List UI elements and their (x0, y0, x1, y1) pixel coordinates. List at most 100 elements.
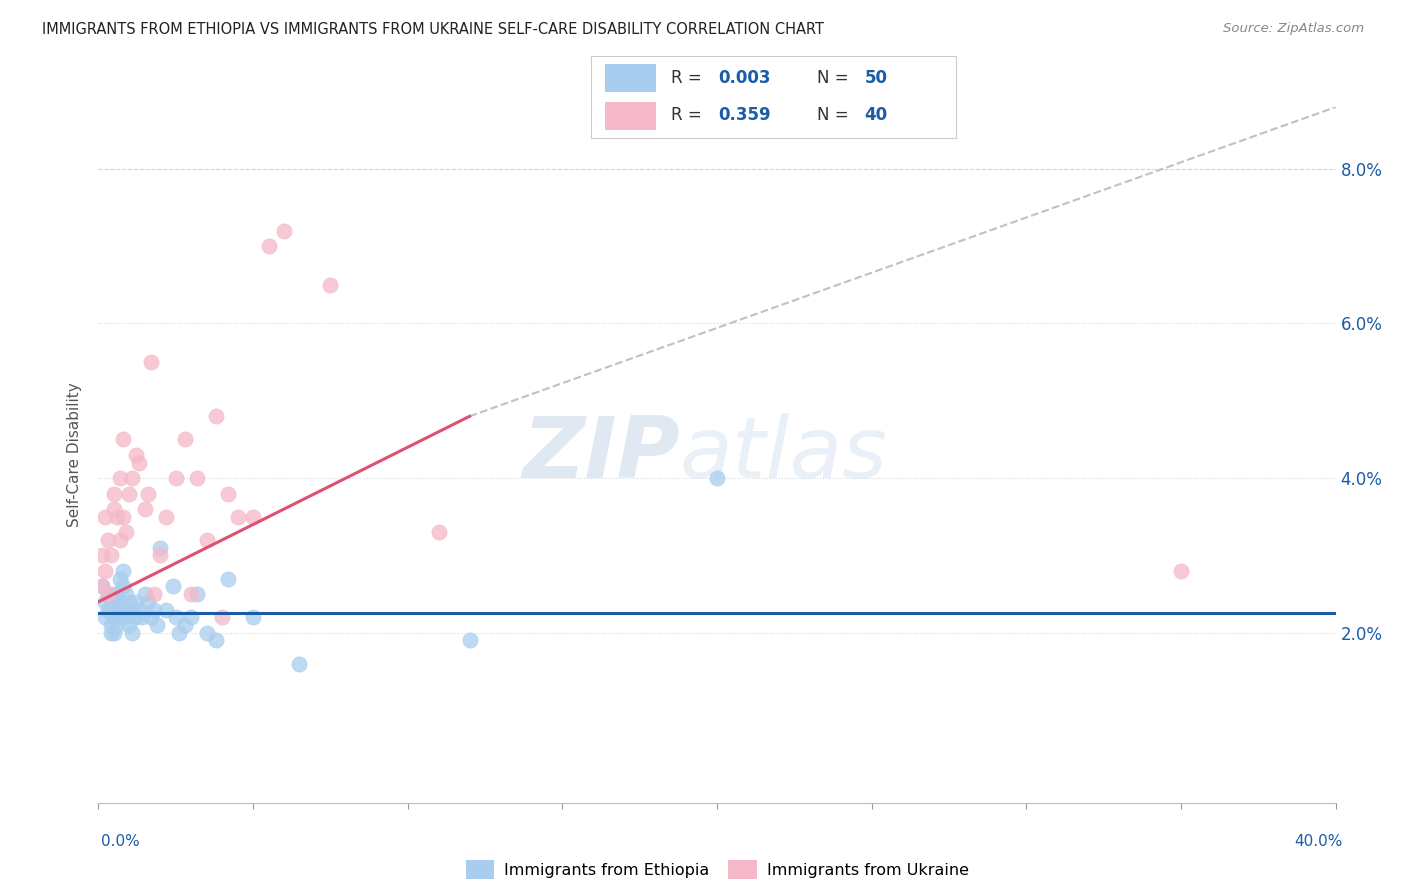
Point (242, 610, 264, 624)
Point (1170, 564, 1192, 578)
Point (105, 618, 128, 632)
Point (706, 471, 728, 485)
Point (97, 602, 120, 616)
Point (195, 533, 218, 547)
Point (167, 625, 190, 640)
Text: 0.359: 0.359 (718, 106, 770, 124)
Point (103, 587, 125, 601)
Text: 0.003: 0.003 (718, 70, 770, 87)
Legend: Immigrants from Ethiopia, Immigrants from Ukraine: Immigrants from Ethiopia, Immigrants fro… (460, 854, 974, 885)
FancyBboxPatch shape (605, 64, 657, 92)
Point (217, 486, 239, 500)
Point (90, 549, 112, 563)
Point (108, 471, 131, 485)
Point (128, 602, 150, 616)
Text: atlas: atlas (681, 413, 889, 497)
Point (149, 541, 172, 555)
Point (180, 610, 202, 624)
Point (155, 602, 177, 616)
Point (105, 509, 128, 524)
Point (121, 471, 143, 485)
Point (118, 595, 141, 609)
Point (100, 618, 122, 632)
Point (103, 486, 125, 500)
Point (139, 355, 162, 369)
Point (121, 625, 143, 640)
Point (124, 595, 146, 609)
Point (112, 509, 135, 524)
Point (108, 572, 131, 586)
Point (115, 587, 138, 601)
Point (97, 587, 120, 601)
Point (124, 610, 146, 624)
Point (93, 509, 115, 524)
Point (97, 587, 120, 601)
Y-axis label: Self-Care Disability: Self-Care Disability (67, 383, 83, 527)
Point (112, 579, 135, 593)
Point (108, 533, 131, 547)
Point (115, 525, 138, 540)
Text: IMMIGRANTS FROM ETHIOPIA VS IMMIGRANTS FROM UKRAINE SELF-CARE DISABILITY CORRELA: IMMIGRANTS FROM ETHIOPIA VS IMMIGRANTS F… (42, 22, 824, 37)
Point (103, 502, 125, 516)
Point (143, 602, 166, 616)
Point (108, 595, 131, 609)
Point (100, 549, 122, 563)
Point (186, 587, 208, 601)
Point (100, 595, 122, 609)
Point (273, 224, 295, 238)
Point (115, 610, 138, 624)
Text: N =: N = (817, 106, 853, 124)
Text: ZIP: ZIP (522, 413, 681, 497)
Text: 40.0%: 40.0% (1295, 834, 1343, 849)
Point (93, 610, 115, 624)
Point (131, 610, 153, 624)
Point (186, 471, 208, 485)
Point (174, 433, 197, 447)
Point (136, 595, 159, 609)
Point (143, 587, 166, 601)
Point (103, 625, 125, 640)
Text: 50: 50 (865, 70, 887, 87)
Point (108, 610, 131, 624)
Point (257, 239, 280, 253)
Point (112, 433, 135, 447)
Point (105, 602, 128, 616)
Text: 0.0%: 0.0% (101, 834, 141, 849)
Point (427, 525, 450, 540)
Point (195, 625, 218, 640)
Text: R =: R = (671, 70, 707, 87)
Point (100, 625, 122, 640)
Point (97, 533, 120, 547)
Text: R =: R = (671, 106, 707, 124)
Point (93, 564, 115, 578)
Point (121, 602, 143, 616)
Point (205, 409, 228, 424)
Point (165, 471, 187, 485)
Text: Source: ZipAtlas.com: Source: ZipAtlas.com (1223, 22, 1364, 36)
Point (205, 633, 228, 648)
Point (226, 509, 249, 524)
Point (165, 610, 187, 624)
Point (149, 549, 172, 563)
Point (139, 610, 162, 624)
Point (174, 618, 197, 632)
Point (146, 618, 169, 632)
Text: N =: N = (817, 70, 853, 87)
Point (90, 579, 112, 593)
Point (134, 502, 156, 516)
Point (112, 564, 135, 578)
Point (319, 277, 342, 292)
Point (288, 657, 311, 671)
Point (118, 618, 141, 632)
Point (136, 486, 159, 500)
Point (105, 587, 128, 601)
FancyBboxPatch shape (605, 103, 657, 130)
Point (211, 610, 233, 624)
Point (124, 448, 146, 462)
Point (128, 456, 150, 470)
Point (458, 633, 481, 648)
Point (155, 509, 177, 524)
Point (118, 486, 141, 500)
Point (93, 595, 115, 609)
Text: 40: 40 (865, 106, 887, 124)
